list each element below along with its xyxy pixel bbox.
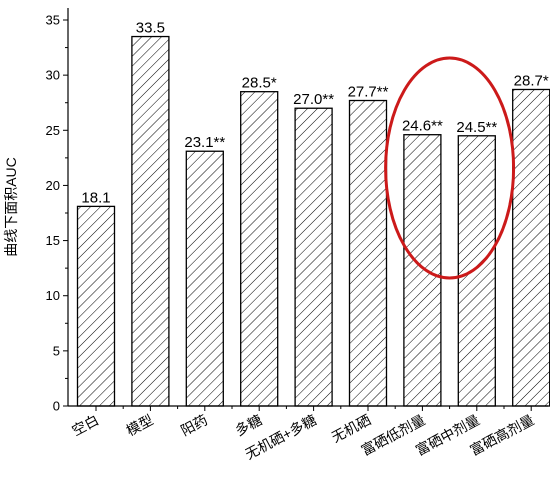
category-label: 空白 (69, 412, 101, 439)
data-label: 27.0** (293, 91, 334, 108)
bar-5 (294, 107, 333, 407)
bar-2 (131, 35, 170, 407)
y-tick-label: 0 (53, 399, 60, 414)
y-tick-label: 10 (46, 288, 60, 303)
y-tick-label: 5 (53, 343, 60, 358)
bar-8 (457, 135, 496, 407)
data-label: 28.5* (242, 75, 277, 92)
axis-layer (63, 8, 548, 411)
category-label: 阳药 (178, 412, 210, 439)
highlight-ellipse (384, 56, 516, 280)
data-label: 23.1** (184, 134, 225, 151)
data-label: 27.7** (348, 84, 389, 101)
bar-1 (76, 205, 116, 407)
bar-9 (512, 88, 550, 407)
data-label: 24.6** (402, 118, 443, 135)
y-tick-label: 35 (46, 13, 60, 28)
data-label: 33.5 (136, 20, 165, 37)
bars-layer (76, 35, 550, 407)
category-label: 模型 (124, 412, 156, 439)
y-tick-label: 30 (46, 68, 60, 83)
y-tick-label: 25 (46, 123, 60, 138)
data-label: 28.7* (514, 72, 549, 89)
y-axis-label: 曲线下面积AUC (3, 157, 19, 257)
y-tick-label: 20 (46, 178, 60, 193)
data-label: 24.5** (456, 119, 497, 136)
bar-7 (403, 134, 442, 407)
bar-6 (348, 99, 388, 407)
y-tick-label: 15 (46, 233, 60, 248)
bar-3 (185, 150, 224, 407)
bar-4 (240, 91, 279, 407)
data-label: 18.1 (81, 189, 110, 206)
category-label: 多糖 (232, 412, 264, 439)
